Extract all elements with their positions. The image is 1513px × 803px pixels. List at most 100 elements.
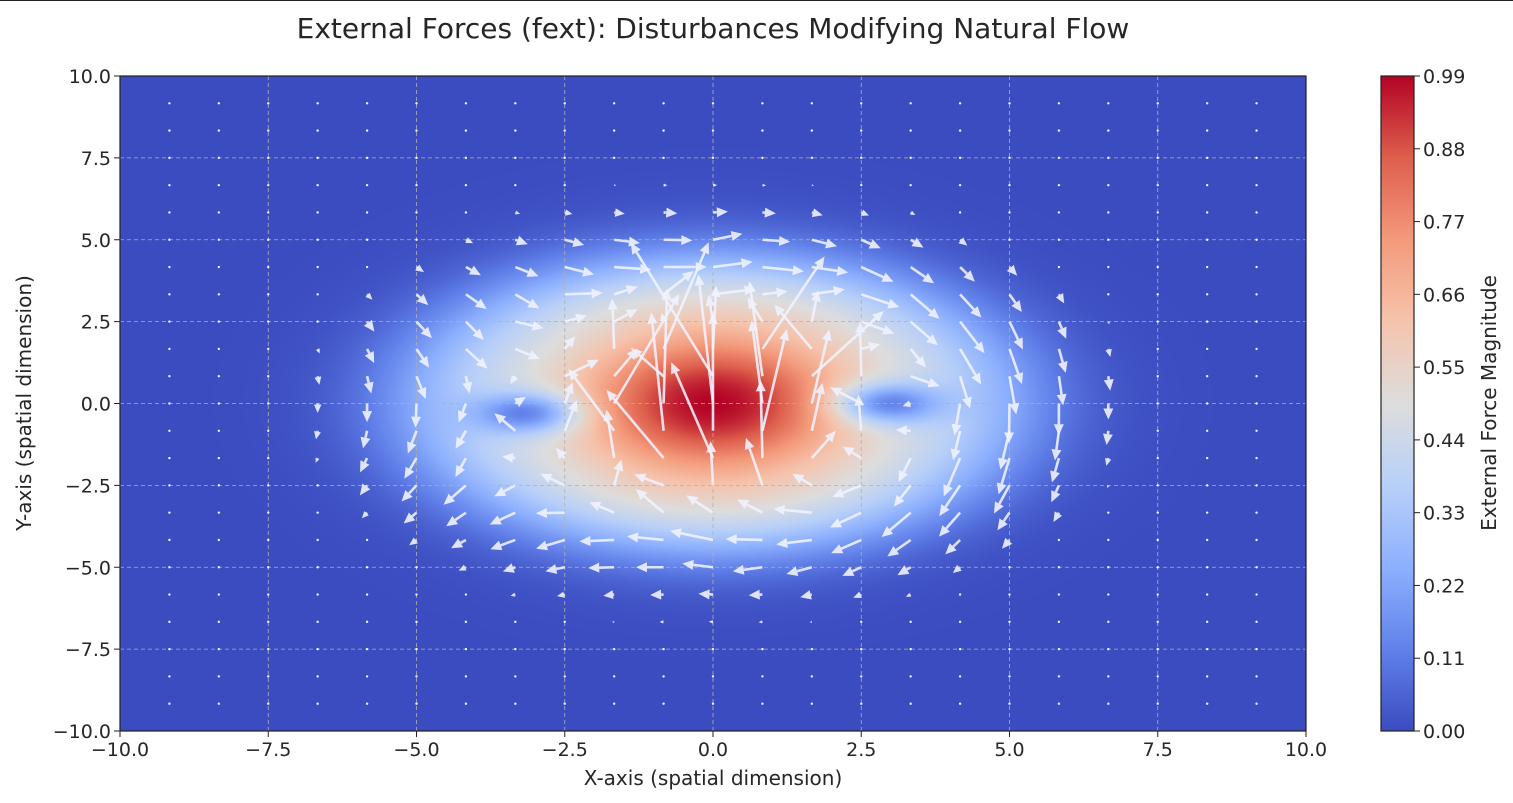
arrow-head bbox=[472, 328, 484, 340]
quiver-arrow bbox=[854, 394, 865, 431]
arrow-dot bbox=[612, 647, 616, 651]
arrow-dot bbox=[1156, 429, 1159, 432]
arrow-shaft bbox=[1057, 348, 1064, 363]
arrow-shaft bbox=[512, 566, 516, 570]
arrow-dot bbox=[365, 647, 369, 651]
arrow-head bbox=[313, 404, 322, 413]
quiver-arrow bbox=[958, 102, 962, 105]
quiver-arrow bbox=[168, 538, 171, 542]
quiver-arrow bbox=[612, 129, 616, 132]
colorbar-tick-label: 0.44 bbox=[1423, 430, 1465, 452]
arrow-head bbox=[842, 446, 855, 457]
arrow-dot bbox=[415, 593, 418, 596]
arrow-head bbox=[363, 381, 374, 394]
arrow-shaft bbox=[752, 306, 764, 323]
arrow-dot bbox=[1156, 183, 1159, 187]
arrow-head bbox=[465, 237, 474, 244]
arrow-head bbox=[614, 184, 617, 187]
arrow-shaft bbox=[612, 469, 620, 486]
quiver-arrow bbox=[1057, 647, 1061, 651]
quiver-arrow bbox=[465, 293, 487, 310]
x-tick-label: −7.5 bbox=[245, 739, 291, 761]
arrow-head bbox=[536, 540, 549, 551]
quiver-arrow bbox=[1255, 620, 1258, 624]
quiver-arrow bbox=[1255, 293, 1258, 296]
quiver-arrow bbox=[662, 270, 694, 296]
arrow-dot bbox=[1057, 129, 1061, 132]
colorbar-frame bbox=[1380, 75, 1415, 732]
arrow-dot bbox=[464, 183, 468, 187]
arrow-head bbox=[1004, 432, 1015, 444]
arrow-head bbox=[814, 256, 825, 269]
arrow-head bbox=[626, 532, 639, 543]
quiver-arrow bbox=[316, 129, 319, 132]
arrow-dot bbox=[612, 102, 616, 105]
quiver-arrow bbox=[830, 387, 862, 405]
arrow-head bbox=[1103, 379, 1114, 391]
arrow-dot bbox=[662, 675, 665, 678]
quiver-arrow bbox=[267, 156, 270, 160]
arrow-shaft bbox=[810, 317, 877, 378]
arrow-dot bbox=[1255, 593, 1258, 596]
arrow-dot bbox=[514, 675, 517, 678]
arrow-shaft bbox=[638, 354, 665, 378]
y-tick-label: 2.5 bbox=[81, 312, 111, 334]
arrow-dot bbox=[1156, 375, 1159, 378]
quiver-arrow bbox=[217, 265, 221, 269]
quiver-arrow bbox=[686, 495, 714, 514]
arrow-head bbox=[744, 437, 755, 451]
quiver-arrow bbox=[1156, 456, 1159, 460]
quiver-arrow bbox=[563, 620, 566, 624]
arrow-shaft bbox=[408, 484, 418, 495]
arrow-head bbox=[910, 210, 916, 215]
quiver-arrow bbox=[1255, 183, 1258, 187]
quiver-arrow bbox=[1205, 211, 1209, 214]
arrow-head bbox=[1105, 458, 1112, 466]
arrow-shaft bbox=[748, 447, 764, 486]
quiver-arrow bbox=[959, 293, 982, 318]
arrow-head bbox=[893, 494, 905, 507]
quiver-arrow bbox=[1107, 293, 1110, 296]
arrow-shaft bbox=[464, 375, 469, 383]
arrow-dot bbox=[1205, 156, 1209, 160]
arrow-head bbox=[1011, 300, 1022, 313]
arrow-head bbox=[1013, 372, 1024, 385]
arrow-dot bbox=[1205, 647, 1209, 651]
arrow-dot bbox=[1008, 593, 1011, 596]
arrow-head bbox=[860, 209, 869, 216]
arrow-dot bbox=[217, 375, 221, 378]
arrow-head bbox=[515, 235, 528, 246]
quiver-arrow bbox=[1053, 511, 1063, 523]
quiver-arrow bbox=[810, 156, 814, 160]
arrow-dot bbox=[1107, 675, 1110, 678]
arrow-dot bbox=[365, 538, 369, 542]
arrow-dot bbox=[1008, 620, 1011, 624]
arrow-head bbox=[404, 466, 415, 479]
arrow-dot bbox=[810, 156, 814, 160]
arrow-head bbox=[415, 264, 425, 273]
quiver-arrow bbox=[1055, 293, 1065, 304]
arrow-head bbox=[606, 389, 618, 402]
colorbar-tick-label: 0.33 bbox=[1423, 503, 1465, 525]
quiver-arrow bbox=[810, 382, 825, 432]
arrow-dot bbox=[711, 102, 715, 105]
arrow-head bbox=[694, 274, 705, 286]
arrow-dot bbox=[316, 238, 319, 241]
quiver-arrow bbox=[1057, 593, 1061, 596]
quiver-arrow bbox=[415, 102, 418, 105]
quiver-arrow bbox=[612, 647, 616, 651]
quiver-arrow bbox=[502, 452, 516, 463]
arrow-head bbox=[737, 499, 750, 509]
quiver-arrow bbox=[705, 294, 716, 322]
arrow-dot bbox=[1156, 511, 1159, 514]
quiver-arrow bbox=[712, 207, 728, 218]
arrow-shaft bbox=[712, 234, 732, 242]
arrow-head bbox=[915, 355, 926, 368]
quiver-arrow bbox=[1156, 211, 1159, 214]
arrow-head bbox=[510, 374, 519, 385]
arrow-head bbox=[416, 386, 427, 399]
quiver-arrow bbox=[762, 265, 804, 276]
arrow-head bbox=[474, 298, 487, 310]
arrow-head bbox=[872, 310, 884, 323]
arrow-dot bbox=[267, 647, 270, 651]
